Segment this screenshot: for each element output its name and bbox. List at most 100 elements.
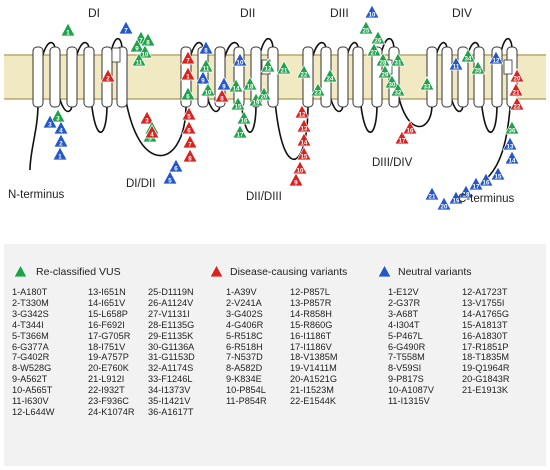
variant-marker: 17 <box>468 176 484 191</box>
legend-entry: 22-I932T <box>88 385 125 396</box>
variant-marker: 16 <box>236 110 252 125</box>
svg-text:35: 35 <box>475 68 482 75</box>
variant-marker: 11 <box>198 58 214 73</box>
variant-legend: Re-classified VUS Disease-causing varian… <box>4 244 546 466</box>
variant-marker: 7 <box>180 50 196 65</box>
variant-marker: 34 <box>460 48 476 63</box>
legend-entry: 25-D1119N <box>148 287 194 297</box>
svg-text:24: 24 <box>327 76 334 83</box>
legend-entry: 1-A180T <box>12 287 48 297</box>
reclassified-legend-icon <box>14 265 27 277</box>
legend-entry: 15-A1813T <box>462 319 508 330</box>
svg-text:1: 1 <box>66 30 70 37</box>
legend-entry: 17-I1186V <box>290 341 332 352</box>
svg-text:15: 15 <box>495 174 502 181</box>
variant-marker: 8 <box>214 88 230 103</box>
variant-marker: 12 <box>488 50 504 65</box>
legend-entry: 26-A1124V <box>148 297 194 308</box>
legend-entry: 12-L644W <box>12 406 55 417</box>
svg-text:16: 16 <box>483 180 490 187</box>
variant-markers: 1243321778910113454567816910891110141516… <box>42 4 525 211</box>
neutral-list-col-2: 12-A1723T 13-V1755I 14-A1765G 15-A1813T 16-A… <box>462 287 510 396</box>
legend-entry: 14-I651V <box>88 297 126 308</box>
svg-text:30: 30 <box>389 82 396 89</box>
variant-marker: 2 <box>100 68 116 83</box>
domain-label-diii: DIII <box>330 6 349 20</box>
svg-text:1: 1 <box>186 74 190 81</box>
variant-marker: 27 <box>366 42 382 57</box>
legend-entry: 3-G342S <box>12 308 49 319</box>
legend-entry: 4-T344I <box>12 319 44 330</box>
variant-marker: 24 <box>322 68 338 83</box>
legend-entry: 19-Q1964R <box>462 363 510 374</box>
legend-entry: 6-R518H <box>226 341 263 352</box>
svg-text:8: 8 <box>204 48 208 55</box>
svg-text:23: 23 <box>315 90 322 97</box>
reclassified-legend-title: Re-classified VUS <box>36 266 121 278</box>
variant-marker: 19 <box>448 190 464 205</box>
variant-marker: 7 <box>182 134 198 149</box>
linker-label-di-dii: DI/DII <box>126 178 155 190</box>
variant-marker: 26 <box>370 30 386 45</box>
legend-entry: 17-R1851P <box>462 341 509 352</box>
legend-entry: 29-E1135K <box>148 330 194 341</box>
legend-entry: 5-R518C <box>226 330 263 341</box>
legend-entry: 28-E1135G <box>148 319 195 330</box>
legend-entry: 2-G37R <box>388 297 421 308</box>
svg-text:10: 10 <box>205 90 212 97</box>
variant-marker: 4 <box>53 120 69 135</box>
variant-marker: 20 <box>436 196 452 211</box>
variant-marker: 16 <box>478 172 494 187</box>
variant-marker: 14 <box>228 78 244 93</box>
svg-text:11: 11 <box>136 60 143 67</box>
svg-text:29: 29 <box>382 72 389 79</box>
variant-marker: 6 <box>168 158 184 173</box>
legend-entry: 6-G490R <box>388 341 426 352</box>
neutral-list-col-1: 1-E12V 2-G37R 3-A68T 4-I304T 5-P467L 6-G490R 7… <box>388 287 434 407</box>
legend-entry: 3-A68T <box>388 308 419 319</box>
reclassified-list-col-2: 13-I651N 14-I651V 15-L658P 16-F692I 17-G705R… <box>88 287 134 418</box>
legend-entry: 6-G377A <box>12 341 49 352</box>
svg-text:14: 14 <box>301 140 308 147</box>
legend-entry: 21-E1913K <box>462 385 508 396</box>
legend-entry: 4-G406R <box>226 319 264 330</box>
pore-loop-segment <box>111 47 121 63</box>
legend-entry: 11-I630V <box>12 396 49 407</box>
legend-entry: 5-T366M <box>12 330 49 341</box>
variant-marker: 10 <box>200 82 216 97</box>
legend-entry: 11-I1315V <box>388 396 430 407</box>
legend-entry: 33-F1246L <box>148 374 193 385</box>
disease-list-col-2: 12-P857L 13-P857R 14-R858H 15-R860G 16-I1186… <box>290 287 338 407</box>
svg-text:7: 7 <box>139 38 143 45</box>
svg-text:11: 11 <box>453 64 460 71</box>
neutral-legend-title: Neutral variants <box>398 266 472 278</box>
svg-text:6: 6 <box>187 128 191 135</box>
svg-text:7: 7 <box>188 142 192 149</box>
svg-text:17: 17 <box>237 132 244 139</box>
variant-marker: 9 <box>216 76 232 91</box>
svg-text:12: 12 <box>299 112 306 119</box>
svg-text:18: 18 <box>463 192 470 199</box>
transmembrane-helix <box>441 46 453 108</box>
disease-list-col-1: 1-A39V 2-V241A 3-G402S 4-G406R 5-R518C 6-R518… <box>226 287 267 407</box>
legend-entry: 11-P854R <box>226 396 267 407</box>
variant-marker: 1 <box>60 22 76 37</box>
variant-marker: 10 <box>364 4 380 19</box>
variant-marker: 12 <box>260 58 276 73</box>
variant-marker: 18 <box>458 184 474 199</box>
legend-entry: 9-K834E <box>226 374 262 385</box>
svg-text:4: 4 <box>150 132 154 139</box>
legend-entry: 7-T558M <box>388 352 425 363</box>
svg-text:17: 17 <box>399 138 406 145</box>
svg-text:28: 28 <box>380 60 387 67</box>
transmembrane-helix <box>337 46 349 108</box>
svg-text:5: 5 <box>148 136 152 143</box>
svg-text:13: 13 <box>301 126 308 133</box>
variant-marker: 12 <box>294 104 310 119</box>
legend-entry: 31-G1153D <box>148 352 195 363</box>
svg-text:16: 16 <box>241 118 248 125</box>
transmembrane-helix <box>66 46 78 108</box>
legend-entry: 1-A39V <box>226 287 257 297</box>
legend-entry: 24-K1074R <box>88 406 135 417</box>
c-terminus-label: C-terminus <box>458 193 514 205</box>
